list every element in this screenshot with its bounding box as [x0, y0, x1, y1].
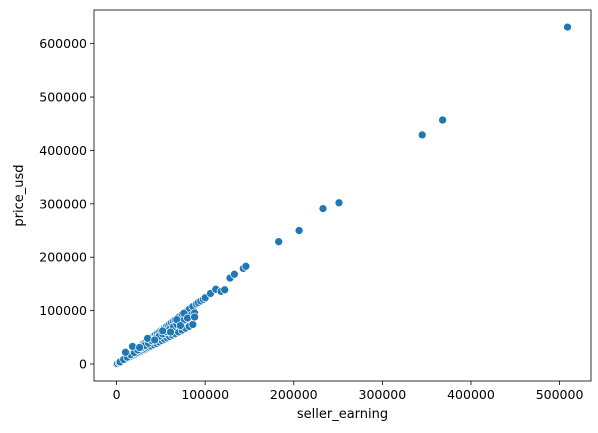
data-point — [188, 320, 198, 329]
y-tick-label: 100000 — [39, 303, 87, 318]
x-tick-label: 0 — [113, 387, 121, 402]
data-point — [128, 342, 137, 351]
y-tick-label: 600000 — [39, 36, 87, 51]
data-point — [190, 312, 199, 322]
data-point — [143, 334, 152, 343]
data-point — [135, 343, 144, 352]
x-tick-label: 300000 — [359, 387, 407, 402]
data-point — [563, 22, 572, 32]
x-axis-label: seller_earning — [297, 407, 388, 422]
data-point — [166, 327, 175, 337]
data-point — [438, 115, 447, 125]
data-point — [417, 130, 427, 140]
y-axis-label: price_usd — [12, 164, 27, 226]
x-tick-label: 400000 — [447, 387, 495, 402]
data-point — [230, 269, 239, 279]
data-point — [176, 321, 185, 330]
y-tick-label: 0 — [79, 357, 87, 372]
x-tick-label: 100000 — [181, 387, 229, 402]
plot-frame — [93, 9, 592, 382]
y-tick-label: 400000 — [39, 143, 87, 158]
y-tick-label: 500000 — [39, 90, 87, 105]
data-point — [183, 313, 192, 323]
data-point — [318, 204, 328, 213]
data-point — [274, 237, 284, 247]
y-axis: 0 100000 200000 300000 400000 500000 600000 — [39, 36, 94, 372]
x-axis: 0 100000 200000 300000 400000 500000 — [113, 381, 584, 402]
data-point — [241, 261, 251, 271]
data-point — [220, 285, 230, 295]
x-tick-label: 500000 — [536, 387, 584, 402]
x-tick-label: 200000 — [270, 387, 318, 402]
y-tick-label: 200000 — [39, 250, 87, 265]
data-point — [150, 335, 160, 345]
points-layer — [112, 22, 572, 369]
data-point — [158, 326, 168, 336]
data-point — [294, 226, 304, 235]
y-tick-label: 300000 — [39, 196, 87, 211]
data-point — [334, 198, 344, 208]
data-point — [121, 347, 130, 357]
